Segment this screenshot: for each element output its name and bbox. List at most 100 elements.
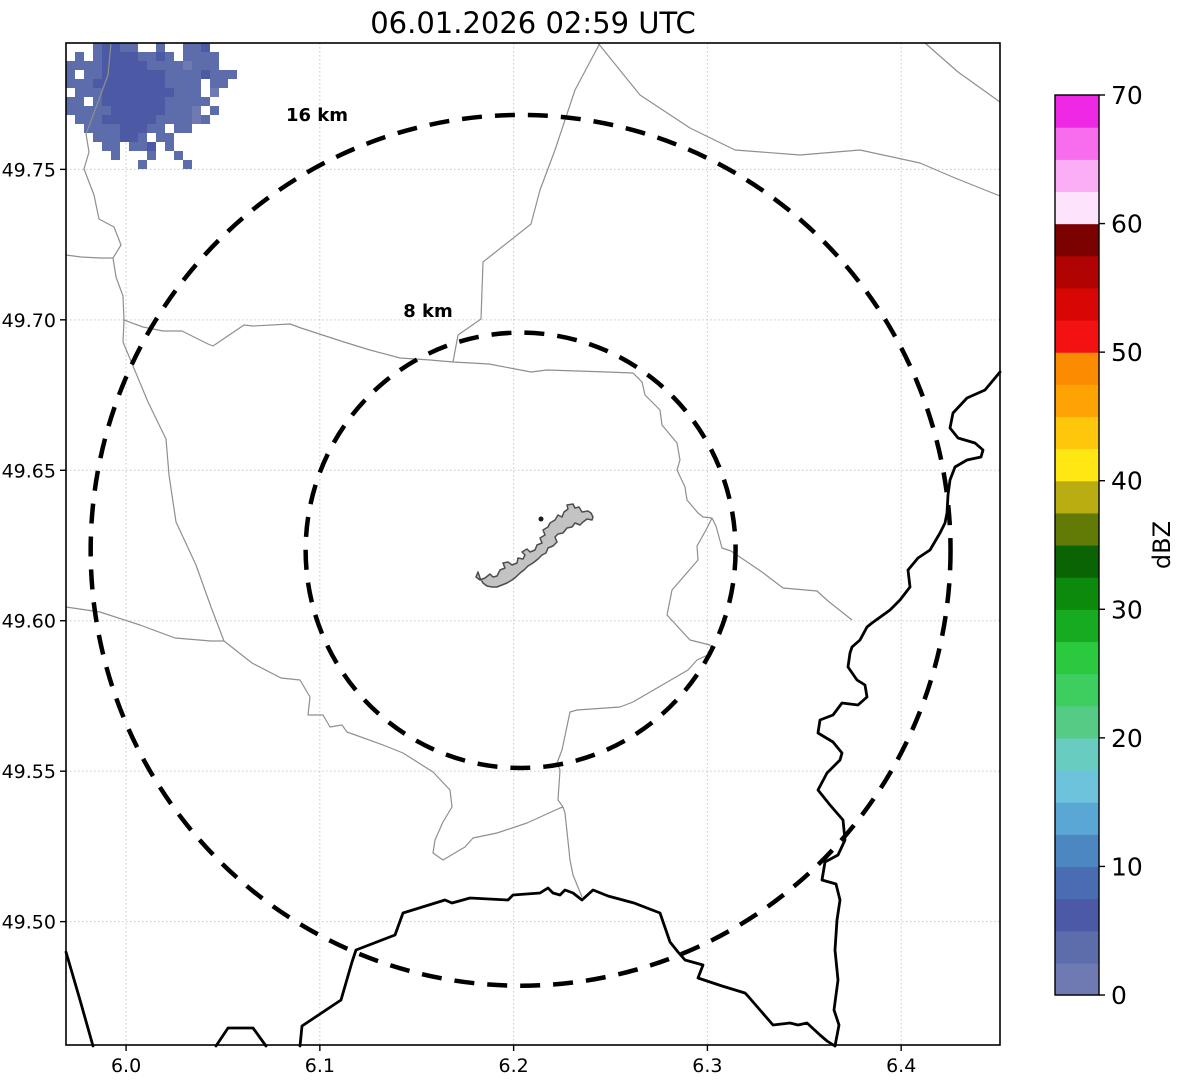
border-line <box>64 950 95 1048</box>
echo-cell <box>174 151 183 160</box>
colorbar-segment <box>1055 384 1099 418</box>
echo-cell <box>183 106 192 115</box>
echo-cell <box>174 61 183 70</box>
echo-cell <box>156 61 165 70</box>
colorbar-tick-label: 0 <box>1111 981 1127 1010</box>
echo-cell <box>147 70 156 79</box>
echo-cell <box>210 61 219 70</box>
echo-cell <box>66 61 75 70</box>
echo-cell <box>165 115 174 124</box>
echo-cell <box>183 88 192 97</box>
echo-cell <box>93 52 102 61</box>
echo-cell <box>102 88 111 97</box>
echo-cell <box>174 124 183 133</box>
colorbar-segment <box>1055 673 1099 707</box>
echo-cell <box>129 115 138 124</box>
echo-cell <box>129 79 138 88</box>
colorbar-segment <box>1055 802 1099 835</box>
echo-cell <box>102 124 111 133</box>
echo-cell <box>210 106 219 115</box>
echo-cell <box>183 79 192 88</box>
echo-cell <box>165 52 174 61</box>
border-line <box>816 370 1002 1048</box>
echo-cell <box>138 79 147 88</box>
echo-cell <box>156 106 165 115</box>
y-tick-label: 49.60 <box>2 611 56 633</box>
echo-cell <box>120 52 129 61</box>
echo-cell <box>183 115 192 124</box>
echo-cell <box>165 79 174 88</box>
colorbar-segment <box>1055 127 1099 160</box>
colorbar-border <box>1054 94 1100 996</box>
echo-cell <box>183 97 192 106</box>
echo-cell <box>174 115 183 124</box>
border-line <box>298 886 837 1048</box>
colorbar-segment <box>1055 577 1099 610</box>
y-tick-label: 49.75 <box>2 159 56 181</box>
echo-cell <box>165 142 174 151</box>
echo-cell <box>147 115 156 124</box>
echo-cell <box>201 97 210 106</box>
echo-cell <box>111 70 120 79</box>
boundary-line <box>597 42 1001 197</box>
colorbar-tick-label: 40 <box>1111 467 1143 496</box>
colorbar-segment <box>1055 512 1099 546</box>
border-line <box>214 1026 268 1048</box>
echo-cell <box>84 61 93 70</box>
colorbar-segment <box>1055 770 1099 803</box>
echo-cell <box>102 61 111 70</box>
echo-cell <box>192 61 201 70</box>
echo-cell <box>111 142 120 151</box>
echo-cell <box>165 97 174 106</box>
echo-cell <box>84 106 93 115</box>
echo-cell <box>138 106 147 115</box>
echo-cell <box>192 115 201 124</box>
echo-cell <box>138 142 147 151</box>
colorbar: 0 10 20 30 40 50 60 70 <box>1054 81 1143 1010</box>
echo-cell <box>84 79 93 88</box>
echo-cell <box>192 43 201 52</box>
boundary-line <box>123 319 454 363</box>
echo-cell <box>102 106 111 115</box>
echo-cell <box>102 97 111 106</box>
colorbar-tick-label: 20 <box>1111 724 1143 753</box>
colorbar-segment <box>1055 255 1099 289</box>
boundary-line <box>530 369 713 519</box>
echo-cell <box>174 88 183 97</box>
echo-cell <box>111 106 120 115</box>
echo-cell <box>102 115 111 124</box>
x-tick-label: 6.0 <box>111 1055 141 1077</box>
echo-cell <box>147 151 156 160</box>
echo-cell <box>120 88 129 97</box>
colorbar-segment <box>1055 95 1099 128</box>
echo-cell <box>120 133 129 142</box>
echo-cell <box>156 133 165 142</box>
echo-cell <box>147 97 156 106</box>
echo-cell <box>201 43 210 52</box>
echo-cell <box>93 79 102 88</box>
echo-cell <box>120 70 129 79</box>
echo-cell <box>93 106 102 115</box>
colorbar-tick-label: 50 <box>1111 338 1143 367</box>
x-tick-label: 6.4 <box>886 1055 916 1077</box>
axis-ticks-and-labels: 6.0 6.1 6.2 6.3 6.4 49.50 49.55 49.60 49.65 49.70… <box>2 159 917 1077</box>
echo-cell <box>201 115 210 124</box>
echo-cell <box>192 106 201 115</box>
echo-cell <box>120 124 129 133</box>
echo-cell <box>156 115 165 124</box>
echo-cell <box>147 142 156 151</box>
x-tick-label: 6.3 <box>692 1055 722 1077</box>
echo-cell <box>102 70 111 79</box>
range-ring-8km <box>303 330 738 771</box>
echo-cell <box>93 88 102 97</box>
echo-cell <box>75 52 84 61</box>
echo-cell <box>192 97 201 106</box>
echo-cell <box>219 79 228 88</box>
echo-cell <box>138 70 147 79</box>
echo-cell <box>120 106 129 115</box>
echo-cell <box>138 133 147 142</box>
echo-cell <box>93 115 102 124</box>
echo-cell <box>183 70 192 79</box>
echo-cell <box>183 43 192 52</box>
